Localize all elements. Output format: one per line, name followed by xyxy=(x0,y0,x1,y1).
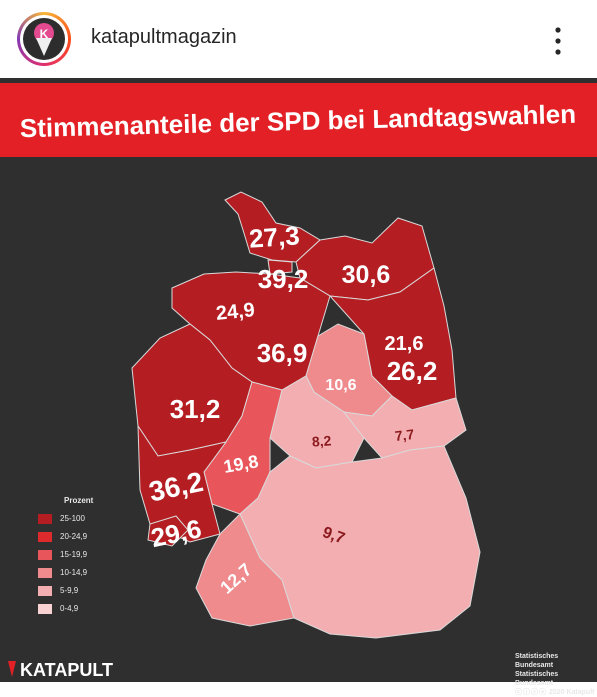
value-label-nordrhein-westfalen: 31,2 xyxy=(170,394,221,424)
source-line-2: Statistisches Bundesamt xyxy=(515,671,559,687)
legend-label: 0-4,9 xyxy=(60,604,79,613)
value-label-sachsen-anhalt: 10,6 xyxy=(325,377,356,394)
post-image: Stimmenanteile der SPD bei Landtagswahle… xyxy=(0,78,597,696)
legend-swatch xyxy=(38,568,52,578)
source-line-1: Statistisches Bundesamt xyxy=(515,653,559,669)
creative-commons-icon: ⓒⓘⓢⓐ xyxy=(515,689,547,696)
ice-cream-cone-icon: K xyxy=(34,23,54,56)
state-thueringen xyxy=(269,375,365,469)
value-label-schleswig-holstein: 27,3 xyxy=(248,220,301,253)
profile-avatar[interactable]: K xyxy=(17,12,71,66)
katapult-logo: KATAPULT xyxy=(8,660,113,680)
post-header: K katapultmagazin xyxy=(0,0,597,78)
value-label-berlin: 21,6 xyxy=(385,333,424,355)
value-label-niedersachsen: 36,9 xyxy=(257,338,308,368)
legend-swatch xyxy=(38,586,52,596)
value-label-thueringen: 8,2 xyxy=(311,432,332,449)
legend-swatch xyxy=(38,550,52,560)
legend-label: 10-14,9 xyxy=(60,568,88,577)
legend-swatch xyxy=(38,532,52,542)
account-username[interactable]: katapultmagazin xyxy=(91,26,237,48)
value-label-brandenburg: 26,2 xyxy=(387,356,438,386)
value-label-sachsen: 7,7 xyxy=(394,426,415,444)
value-label-bayern: 9,7 xyxy=(320,524,347,548)
legend-swatch xyxy=(38,604,52,614)
state-sachsen xyxy=(342,395,467,459)
legend-swatch xyxy=(38,514,52,524)
license-text: ⓒⓘⓢⓐ 2020 Katapult xyxy=(515,689,595,696)
source-credit: Statistisches Bundesamt Statistisches Bu… xyxy=(515,652,597,697)
states-layer xyxy=(131,191,481,639)
brand-name: KATAPULT xyxy=(20,660,113,680)
labels-layer: 27,3 39,2 30,6 24,936,9 21,626,2 10,6 31,2 8,2 7… xyxy=(146,220,437,597)
state-baden-wuerttemberg xyxy=(195,513,295,627)
germany-map: 27,3 39,2 30,6 24,936,9 21,626,2 10,6 31,2 8,2 7… xyxy=(131,191,481,639)
state-saarland xyxy=(147,515,189,547)
legend-label: 5-9,9 xyxy=(60,586,79,595)
value-label-bremen: 24,9 xyxy=(215,299,256,325)
value-label-hamburg: 39,2 xyxy=(258,264,309,294)
vertical-ellipsis-icon[interactable] xyxy=(548,24,568,58)
legend-label: 25-100 xyxy=(60,514,85,523)
title-banner: Stimmenanteile der SPD bei Landtagswahle… xyxy=(0,83,597,157)
avatar-letter: K xyxy=(40,27,49,41)
legend-label: 20-24,9 xyxy=(60,532,88,541)
state-rheinland-pfalz xyxy=(137,424,228,543)
state-hamburg xyxy=(267,259,293,275)
legend-label: 15-19,9 xyxy=(60,550,88,559)
legend-title: Prozent xyxy=(64,496,94,505)
value-label-mecklenburg-vorpommern: 30,6 xyxy=(342,261,391,289)
